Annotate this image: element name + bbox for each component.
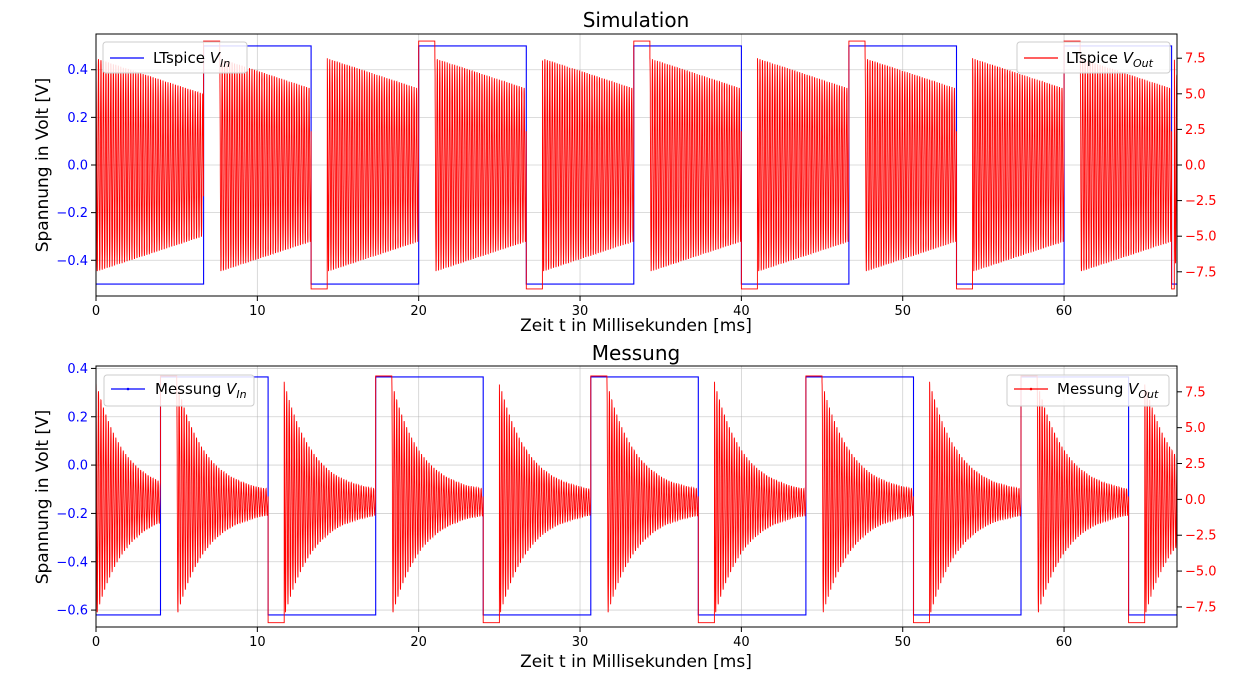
measurement-plot-frame <box>95 365 1178 628</box>
measurement-right-y-ticks: −7.5 −5.0 −2.5 0.0 2.5 5.0 7.5 <box>1177 385 1217 615</box>
legend-label-vin: Messung VIn <box>155 380 247 401</box>
legend-marker-vout <box>1029 387 1033 391</box>
y-left-tick-label: −0.2 <box>56 507 88 522</box>
x-tick-label: 50 <box>894 635 911 650</box>
y-left-tick-label: 0.2 <box>67 410 88 425</box>
legend-frame <box>102 41 248 74</box>
y-right-tick-label: 7.5 <box>1185 52 1206 67</box>
measurement-x-axis-label: Zeit t in Millisekunden [ms] <box>520 652 752 672</box>
y-right-tick-label: −5.0 <box>1185 565 1217 580</box>
x-tick-label: 10 <box>249 304 266 319</box>
legend-frame <box>1006 374 1170 407</box>
y-right-tick-label: 7.5 <box>1185 385 1206 400</box>
simulation-left-y-ticks: −0.4 −0.2 0.0 0.2 0.4 <box>56 63 96 269</box>
simulation-panel: Simulation 0 10 20 30 40 50 60 −0.4 −0.2 0.0 0.2 0… <box>33 8 1217 336</box>
x-tick-label: 20 <box>410 304 427 319</box>
y-right-tick-label: −7.5 <box>1185 265 1217 280</box>
y-right-tick-label: 5.0 <box>1185 421 1206 436</box>
vout-series-line <box>96 375 1177 624</box>
simulation-legend-vout: LTspice VOut <box>1016 41 1171 74</box>
y-left-tick-label: −0.2 <box>56 206 88 221</box>
simulation-right-y-ticks: −7.5 −5.0 −2.5 0.0 2.5 5.0 7.5 <box>1177 52 1217 280</box>
measurement-title: Messung <box>592 341 680 365</box>
simulation-traces <box>96 40 1177 290</box>
x-tick-label: 40 <box>733 635 750 650</box>
measurement-x-ticks: 0 10 20 30 40 50 60 <box>92 627 1072 650</box>
legend-label-vout: LTspice VOut <box>1066 49 1154 70</box>
x-tick-label: 40 <box>733 304 750 319</box>
x-tick-label: 0 <box>92 635 100 650</box>
y-left-tick-label: −0.4 <box>56 555 88 570</box>
vout-series-line <box>96 40 1177 290</box>
y-left-tick-label: −0.4 <box>56 254 88 269</box>
x-tick-label: 0 <box>92 304 100 319</box>
y-right-tick-label: −2.5 <box>1185 529 1217 544</box>
simulation-legend-vin: LTspice VIn <box>102 41 248 74</box>
y-left-tick-label: 0.4 <box>67 63 88 78</box>
measurement-legend-vin: Messung VIn <box>103 374 255 407</box>
measurement-left-y-ticks: −0.6 −0.4 −0.2 0.0 0.2 0.4 <box>56 362 96 619</box>
y-left-tick-label: 0.0 <box>67 459 88 474</box>
y-right-tick-label: 0.0 <box>1185 159 1206 174</box>
x-tick-label: 30 <box>572 304 589 319</box>
simulation-x-ticks: 0 10 20 30 40 50 60 <box>92 296 1072 319</box>
y-left-tick-label: −0.6 <box>56 604 88 619</box>
x-tick-label: 10 <box>249 635 266 650</box>
legend-label-vin: LTspice VIn <box>153 49 230 70</box>
y-right-tick-label: −2.5 <box>1185 194 1217 209</box>
y-left-tick-label: 0.4 <box>67 362 88 377</box>
simulation-y-axis-label: Spannung in Volt [V] <box>33 78 53 253</box>
x-tick-label: 20 <box>410 635 427 650</box>
legend-label-vout: Messung VOut <box>1057 380 1159 401</box>
legend-frame <box>1016 41 1171 74</box>
x-tick-label: 30 <box>572 635 589 650</box>
simulation-title: Simulation <box>583 8 690 32</box>
measurement-traces <box>96 375 1177 624</box>
y-right-tick-label: 5.0 <box>1185 87 1206 102</box>
x-tick-label: 60 <box>1056 635 1073 650</box>
y-right-tick-label: 0.0 <box>1185 493 1206 508</box>
x-tick-label: 50 <box>894 304 911 319</box>
measurement-legend-vout: Messung VOut <box>1006 374 1170 407</box>
y-right-tick-label: −7.5 <box>1185 600 1217 615</box>
measurement-panel: Messung 0 10 20 30 40 50 60 −0.6 −0.4 −0.2 0.0 0.2… <box>33 341 1217 672</box>
y-right-tick-label: −5.0 <box>1185 230 1217 245</box>
legend-marker-vin <box>126 387 130 391</box>
x-tick-label: 60 <box>1056 304 1073 319</box>
y-right-tick-label: 2.5 <box>1185 457 1206 472</box>
legend-frame <box>103 374 255 407</box>
simulation-x-axis-label: Zeit t in Millisekunden [ms] <box>520 316 752 336</box>
y-left-tick-label: 0.2 <box>67 111 88 126</box>
measurement-y-axis-label: Spannung in Volt [V] <box>33 410 53 585</box>
y-right-tick-label: 2.5 <box>1185 123 1206 138</box>
y-left-tick-label: 0.0 <box>67 159 88 174</box>
